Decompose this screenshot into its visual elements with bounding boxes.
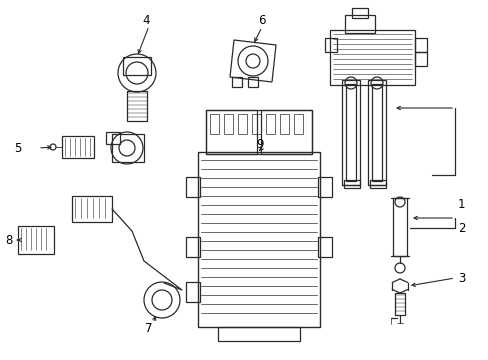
Bar [18, 226, 54, 254]
Bar [341, 80, 359, 185]
Bar [317, 177, 331, 197]
Text: 6: 6 [258, 13, 265, 27]
Text: 8: 8 [5, 234, 12, 247]
Text: 3: 3 [457, 271, 465, 284]
Bar [198, 152, 319, 327]
Bar [72, 196, 112, 222]
Bar [329, 30, 414, 85]
Bar [414, 52, 426, 66]
Bar [62, 136, 94, 158]
Bar [345, 15, 374, 33]
Bar [280, 114, 288, 134]
Bar [224, 114, 232, 134]
Bar [123, 57, 151, 75]
Bar [367, 80, 385, 185]
Text: 1: 1 [457, 198, 465, 211]
Bar [205, 110, 311, 154]
Bar [346, 84, 355, 181]
Bar [325, 38, 336, 52]
Bar [317, 237, 331, 257]
Bar [369, 180, 385, 188]
Bar [112, 134, 143, 162]
Bar [185, 282, 200, 302]
Text: 5: 5 [14, 141, 21, 154]
Bar [231, 77, 242, 87]
Bar [343, 180, 359, 188]
Bar [394, 293, 404, 315]
Text: 4: 4 [142, 13, 149, 27]
Bar [127, 91, 147, 121]
Bar [218, 327, 299, 341]
Bar [351, 8, 367, 18]
Text: 2: 2 [457, 221, 465, 234]
Bar [414, 38, 426, 52]
Bar [265, 114, 274, 134]
Bar [251, 114, 261, 134]
Bar [185, 237, 200, 257]
Bar [261, 110, 311, 154]
Bar [247, 77, 258, 87]
Text: 9: 9 [256, 139, 263, 152]
Bar [205, 110, 257, 154]
Bar [106, 132, 120, 144]
Bar [209, 114, 219, 134]
Bar [185, 177, 200, 197]
Text: 7: 7 [145, 321, 152, 334]
Bar [392, 198, 406, 256]
Bar [371, 84, 381, 181]
Bar [293, 114, 303, 134]
Bar [238, 114, 246, 134]
